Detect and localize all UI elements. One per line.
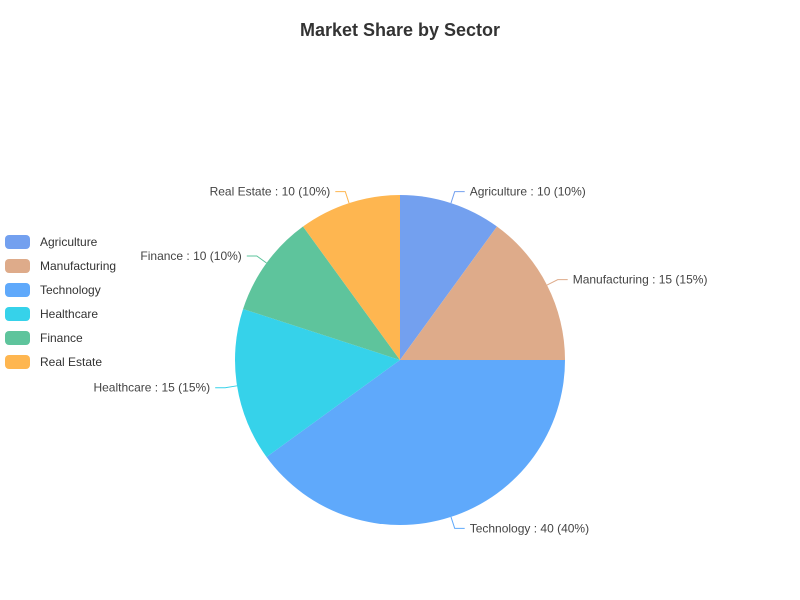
leader-line-agriculture [450, 191, 465, 204]
legend-swatch [5, 307, 30, 321]
legend-item-agriculture[interactable]: Agriculture [5, 230, 116, 254]
pie-slice-healthcare[interactable] [235, 309, 400, 457]
slice-label-technology: Technology : 40 (40%) [470, 521, 589, 535]
chart-title: Market Share by Sector [299, 20, 501, 40]
legend-swatch [5, 235, 30, 249]
leader-line-finance [246, 255, 267, 264]
legend-swatch [5, 259, 30, 273]
legend-label: Manufacturing [40, 259, 117, 273]
pie-slice-agriculture[interactable] [400, 195, 497, 360]
leader-line-technology [450, 516, 465, 529]
pie-slice-technology[interactable] [266, 360, 565, 525]
slice-label-finance: Finance : 10 (10%) [140, 249, 241, 263]
legend-label: Healthcare [40, 307, 99, 321]
legend-label: Real Estate [40, 355, 103, 369]
pie-slice-labels: Agriculture : 10 (10%) Manufacturing : 15… [93, 185, 707, 536]
legend-item-healthcare[interactable]: Healthcare [5, 302, 116, 326]
pie-slices [235, 195, 565, 525]
pie-slice-manufacturing[interactable] [400, 226, 565, 360]
pie-slice-real-estate[interactable] [303, 195, 400, 360]
slice-label-manufacturing: Manufacturing : 15 (15%) [573, 273, 708, 287]
legend-swatch [5, 283, 30, 297]
legend-swatch [5, 355, 30, 369]
legend-label: Agriculture [40, 235, 98, 249]
legend-label: Technology [40, 283, 101, 297]
legend-label: Finance [40, 331, 83, 345]
slice-label-agriculture: Agriculture : 10 (10%) [470, 185, 586, 199]
legend-item-technology[interactable]: Technology [5, 278, 116, 302]
slice-label-real-estate: Real Estate : 10 (10%) [210, 185, 331, 199]
legend-item-finance[interactable]: Finance [5, 326, 116, 350]
legend-item-manufacturing[interactable]: Manufacturing [5, 254, 116, 278]
pie-slice-finance[interactable] [243, 226, 400, 360]
legend-item-real-estate[interactable]: Real Estate [5, 350, 116, 374]
leader-line-manufacturing [546, 279, 568, 286]
slice-label-healthcare: Healthcare : 15 (15%) [93, 381, 210, 395]
pie-leader-lines [215, 191, 568, 529]
leader-line-real-estate [335, 191, 350, 204]
legend[interactable]: Agriculture Manufacturing Technology Health… [5, 230, 116, 374]
legend-swatch [5, 331, 30, 345]
leader-line-healthcare [215, 385, 238, 389]
